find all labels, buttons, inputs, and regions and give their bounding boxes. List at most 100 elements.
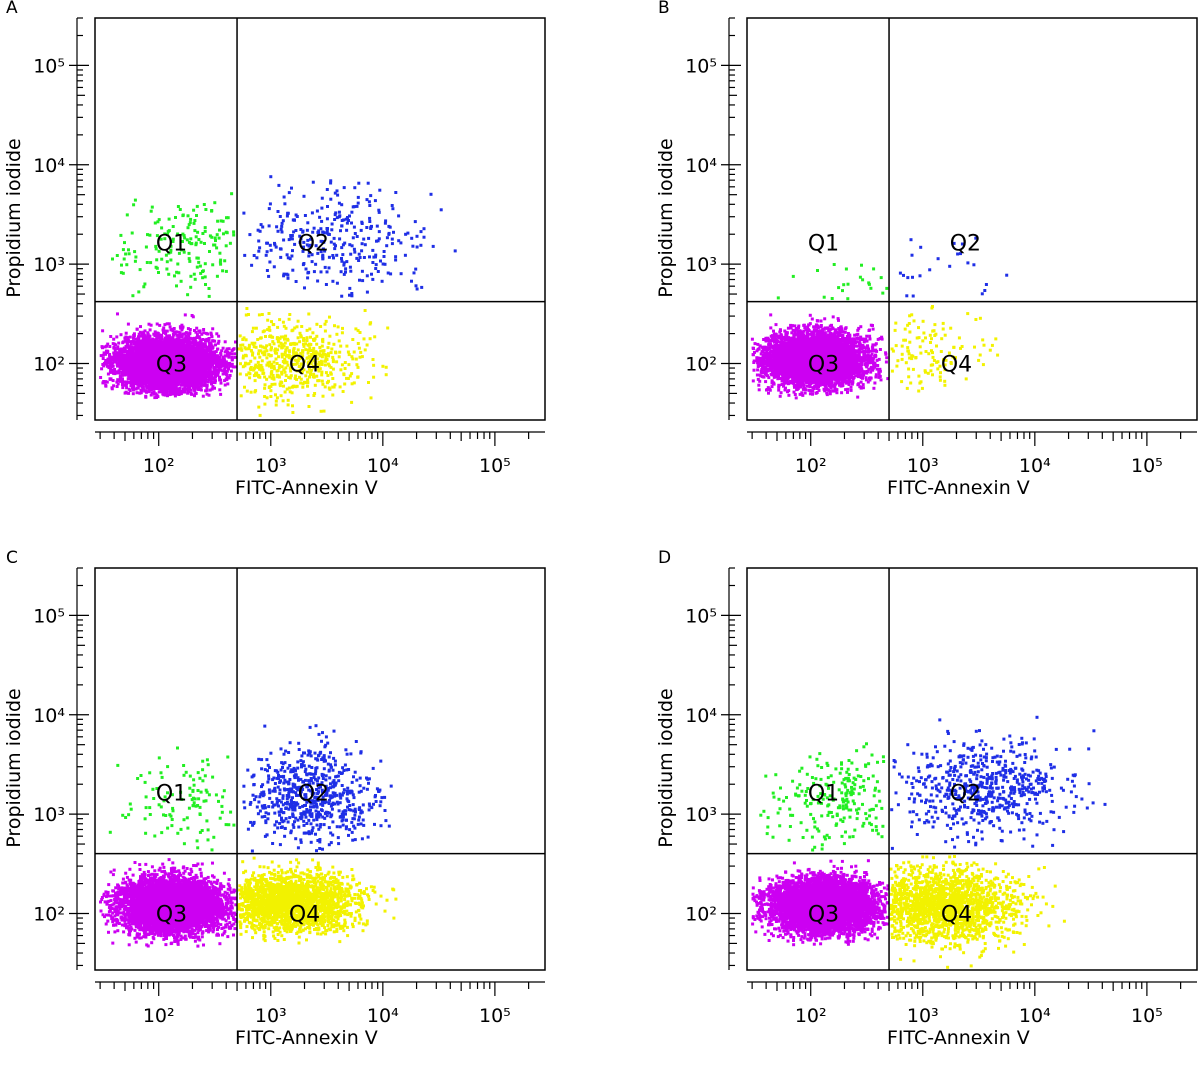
data-point (120, 350, 124, 354)
data-point (387, 224, 391, 228)
data-point (227, 347, 231, 351)
data-point (194, 379, 197, 382)
data-point (145, 261, 149, 264)
data-point (150, 340, 154, 344)
data-point (311, 180, 315, 184)
data-point (230, 352, 234, 356)
data-point (357, 259, 361, 262)
data-point (119, 271, 123, 275)
data-point (369, 227, 373, 230)
data-point (340, 203, 344, 207)
data-point (135, 391, 139, 395)
data-point (334, 211, 338, 215)
data-point (415, 234, 419, 238)
data-point (188, 221, 192, 225)
data-point (160, 226, 164, 230)
data-point (166, 233, 169, 236)
data-point (200, 332, 204, 336)
data-point (195, 336, 199, 339)
data-point (280, 224, 284, 228)
data-point (348, 293, 351, 297)
data-point (344, 270, 347, 274)
data-point (171, 225, 175, 228)
data-point (261, 225, 265, 229)
data-point (332, 242, 336, 246)
data-point (414, 267, 418, 271)
data-point (288, 257, 292, 261)
data-point (177, 271, 181, 275)
data-point (124, 335, 128, 339)
data-point (343, 241, 347, 245)
data-point (185, 348, 189, 351)
data-point (155, 258, 159, 262)
data-point (186, 214, 190, 218)
data-point (221, 369, 225, 373)
data-point (187, 342, 191, 346)
data-point (264, 253, 268, 257)
data-point (189, 237, 193, 241)
data-point (197, 374, 200, 378)
data-point (165, 267, 169, 271)
data-point (219, 368, 223, 372)
data-point (186, 327, 190, 331)
data-point (201, 347, 205, 351)
data-point (176, 262, 180, 266)
data-point (265, 269, 269, 272)
data-point (352, 247, 356, 251)
data-point (123, 241, 126, 245)
data-point (176, 205, 180, 208)
data-point (165, 260, 169, 264)
data-point (404, 232, 408, 236)
data-point (368, 220, 372, 223)
data-point (154, 265, 158, 269)
data-point (415, 245, 419, 249)
data-point (109, 335, 113, 338)
data-point (195, 333, 199, 337)
data-point (374, 267, 378, 270)
data-point (178, 208, 182, 211)
data-point (195, 204, 199, 208)
data-point (175, 333, 179, 337)
data-point (330, 228, 334, 232)
data-point (310, 253, 314, 257)
data-point (350, 210, 354, 214)
data-point (116, 345, 120, 349)
data-point (326, 227, 329, 231)
data-point (257, 249, 261, 253)
data-point (189, 217, 193, 221)
data-point (371, 277, 375, 281)
data-point (116, 312, 119, 316)
data-point (137, 290, 141, 294)
data-point (162, 331, 165, 335)
data-point (331, 279, 335, 283)
data-point (213, 201, 217, 205)
data-point (207, 375, 211, 379)
data-point (365, 226, 369, 229)
data-point (317, 231, 321, 235)
data-point (147, 390, 151, 394)
data-point (399, 241, 403, 245)
data-point (133, 259, 137, 263)
data-point (353, 186, 357, 190)
data-point (315, 209, 319, 213)
data-point (213, 372, 217, 376)
data-point (215, 274, 219, 278)
data-point (321, 257, 325, 261)
data-point (182, 250, 186, 254)
data-point (327, 266, 331, 270)
data-point (320, 196, 324, 200)
data-point (197, 335, 201, 339)
data-point (250, 263, 254, 267)
data-point (269, 175, 273, 179)
data-point (340, 219, 344, 222)
data-point (380, 279, 384, 283)
data-point (209, 331, 213, 335)
data-point (377, 208, 381, 212)
data-point (199, 240, 203, 244)
data-point (208, 353, 212, 357)
data-point (333, 247, 337, 251)
data-point (419, 230, 423, 234)
data-point (169, 250, 173, 254)
data-point (453, 249, 457, 253)
